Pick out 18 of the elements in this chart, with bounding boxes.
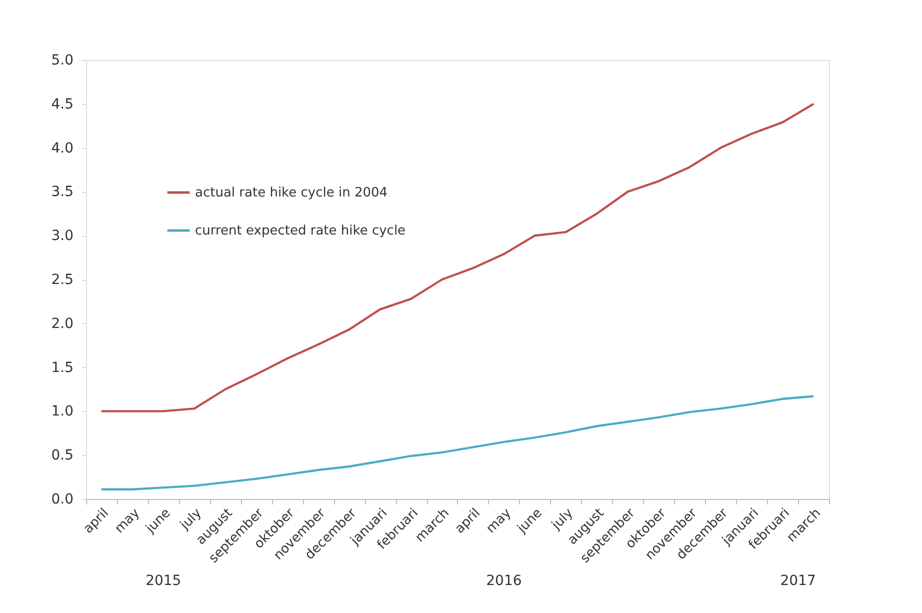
y-tick-label: 0.5 [51,448,74,464]
y-tick-label: 1.5 [51,360,74,376]
y-tick-label: 2.5 [51,272,74,288]
y-tick-label: 0.0 [51,492,74,508]
line-series [100,102,815,412]
y-tick-label: 5.0 [51,52,74,68]
line-series [100,395,815,490]
legend-label: actual rate hike cycle in 2004 [195,186,388,200]
text: 2015 [146,573,182,589]
text: 2017 [780,573,816,589]
y-tick-label: 2.0 [51,316,74,332]
text: 2016 [486,573,522,589]
y-tick-label: 1.0 [51,404,74,420]
y-tick-label: 4.5 [51,96,74,112]
y-tick-label: 3.5 [51,184,74,200]
y-tick-label: 4.0 [51,140,74,156]
legend-label: current expected rate hike cycle [195,224,406,238]
y-tick-label: 3.0 [51,228,74,244]
